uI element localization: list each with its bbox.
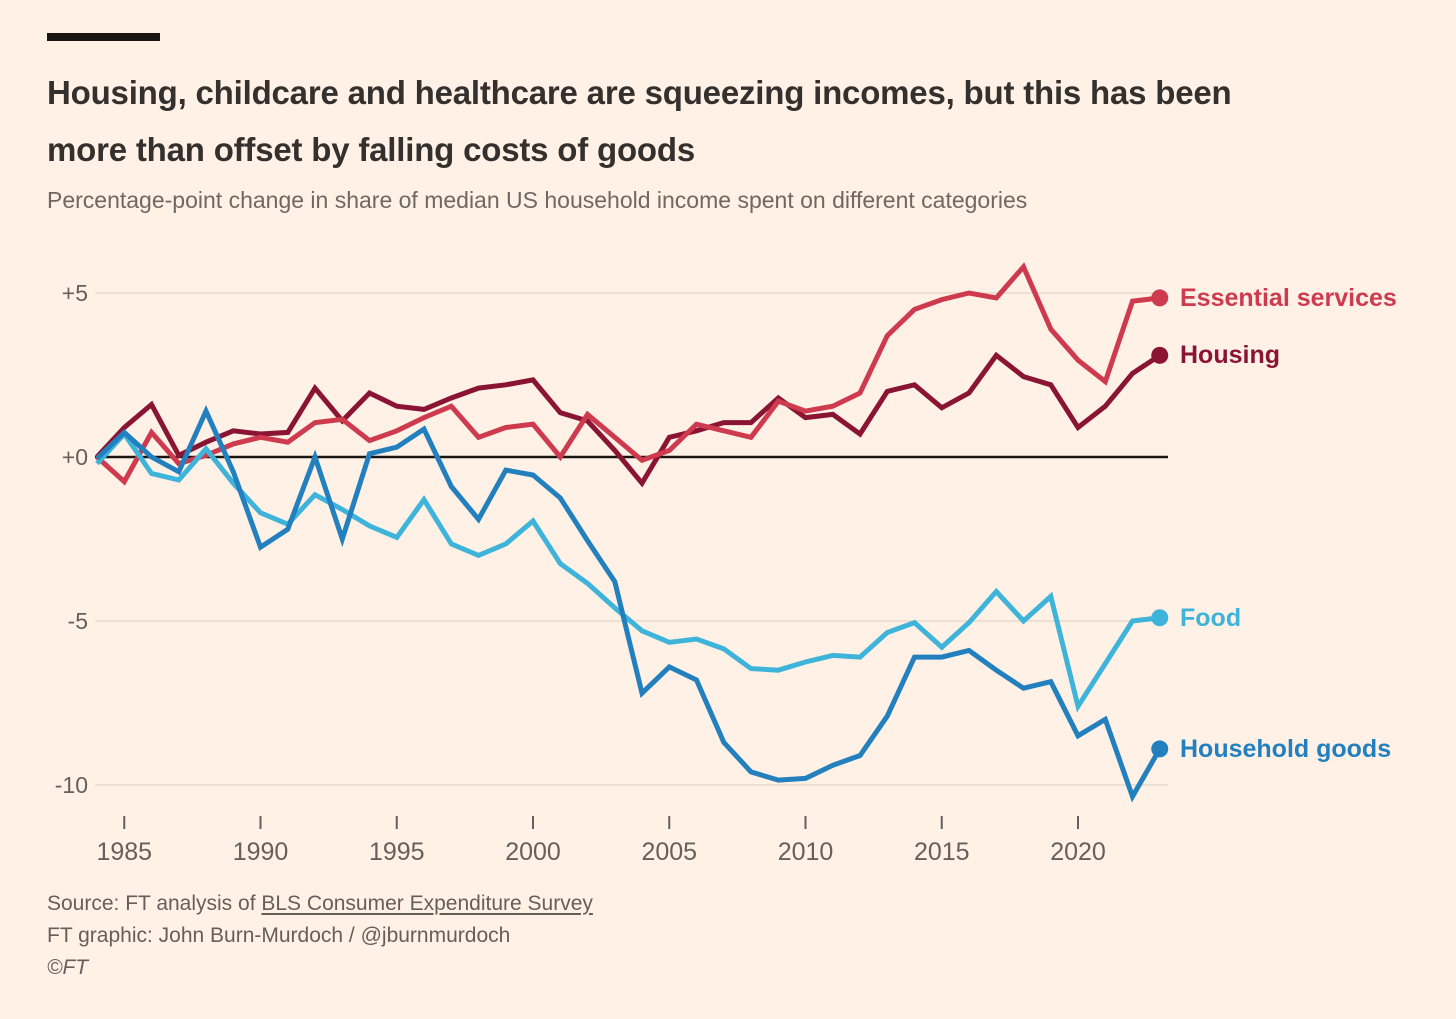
- line-end-dot-food: [1151, 609, 1169, 627]
- source-link[interactable]: BLS Consumer Expenditure Survey: [261, 892, 593, 915]
- line-household-goods: [95, 404, 1162, 803]
- line-end-dot-essential-services: [1151, 289, 1169, 307]
- x-axis-label: 2020: [1050, 838, 1106, 866]
- x-axis-label: 1995: [369, 838, 425, 866]
- source-prefix: Source: FT analysis of: [47, 892, 262, 915]
- series-label-food: Food: [1180, 603, 1242, 632]
- y-axis-label: +0: [62, 444, 88, 470]
- series-label-housing: Housing: [1180, 341, 1280, 370]
- line-end-dot-housing: [1151, 346, 1169, 364]
- title-line-2: more than offset by falling costs of goo…: [47, 131, 695, 168]
- source-line: Source: FT analysis of BLS Consumer Expe…: [47, 888, 593, 920]
- page-title: Housing, childcare and healthcare are sq…: [47, 64, 1407, 178]
- x-axis-label: 1990: [233, 838, 289, 866]
- y-axis-label: -5: [68, 608, 88, 634]
- y-axis-label: -10: [55, 772, 88, 798]
- x-axis-label: 2010: [778, 838, 834, 866]
- series-label-household-goods: Household goods: [1180, 734, 1392, 763]
- chart-footer: Source: FT analysis of BLS Consumer Expe…: [47, 888, 593, 984]
- x-axis-label: 2005: [641, 838, 697, 866]
- copyright: ©FT: [47, 956, 89, 979]
- line-end-dot-household-goods: [1151, 740, 1169, 758]
- y-axis-label: +5: [62, 280, 88, 306]
- line-food: [95, 430, 1161, 713]
- ft-accent-bar: [47, 33, 160, 41]
- x-axis-label: 1985: [96, 838, 152, 866]
- line-essential-services: [95, 262, 1161, 486]
- series-label-essential-services: Essential services: [1180, 283, 1397, 312]
- x-axis-label: 2015: [914, 838, 970, 866]
- credit-line: FT graphic: John Burn-Murdoch / @jburnmu…: [47, 924, 511, 947]
- chart-subtitle: Percentage-point change in share of medi…: [47, 187, 1028, 213]
- line-housing: [95, 351, 1162, 488]
- title-line-1: Housing, childcare and healthcare are sq…: [47, 74, 1232, 111]
- x-axis-label: 2000: [505, 838, 561, 866]
